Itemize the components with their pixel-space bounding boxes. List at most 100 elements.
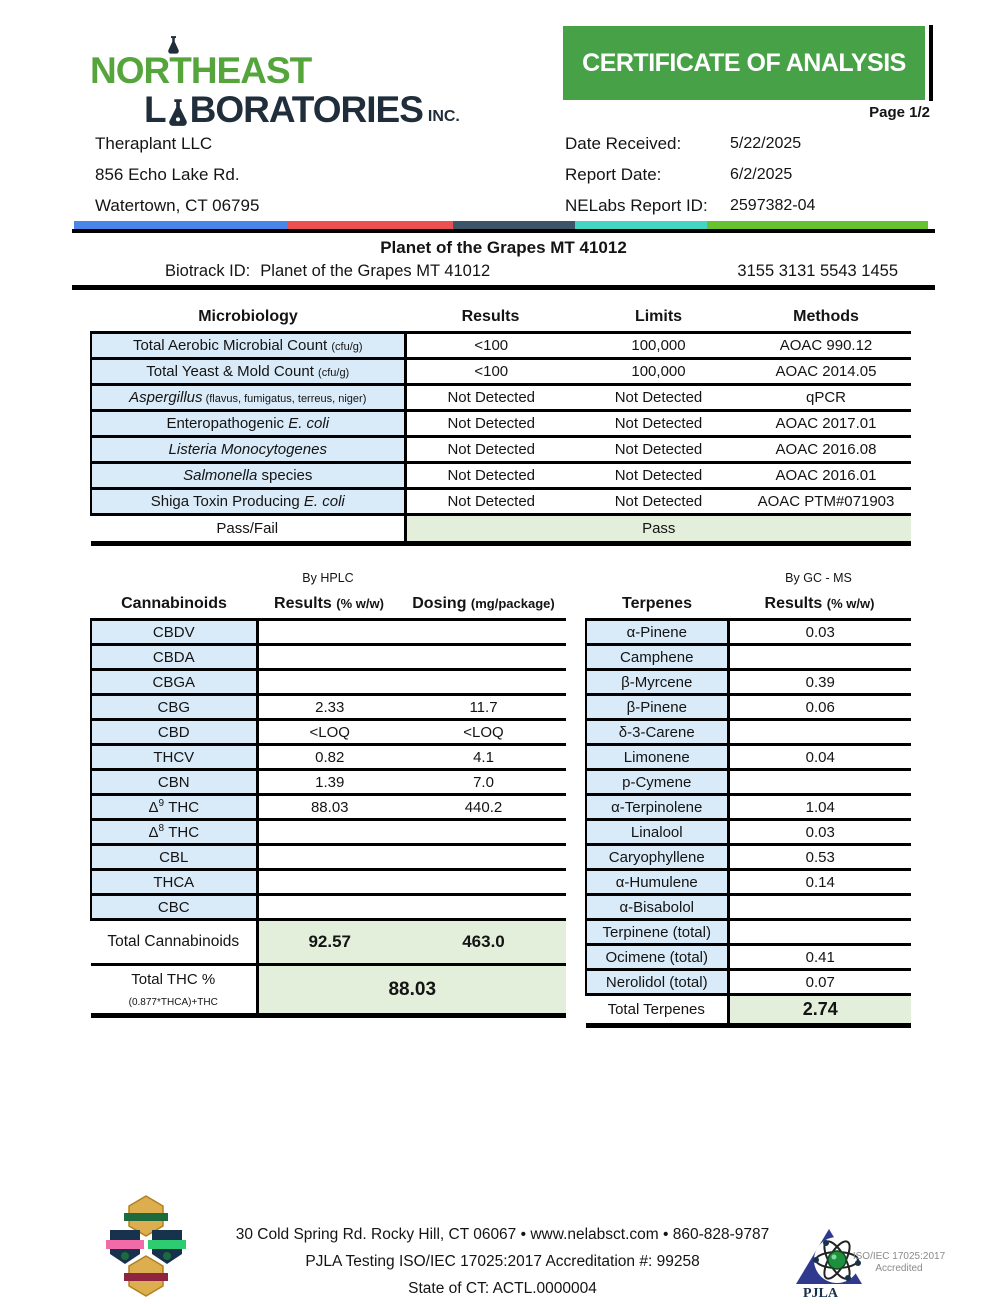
microbiology-row: Total Aerobic Microbial Count (cfu/g) <10… xyxy=(90,332,911,360)
report-date-label: Report Date: xyxy=(565,165,662,184)
method-value: qPCR xyxy=(741,384,911,412)
column-header: Dosing (mg/package) xyxy=(401,593,566,621)
dosing-value xyxy=(401,844,566,871)
microbiology-row: Salmonella species Not Detected Not Detect… xyxy=(90,462,911,490)
dosing-value xyxy=(401,869,566,896)
terpene-row: α-Humulene 0.14 xyxy=(585,869,911,896)
result-value: 1.04 xyxy=(728,794,911,821)
analyte-name: Listeria Monocytogenes xyxy=(90,436,407,464)
result-value: <LOQ xyxy=(257,719,401,746)
horizontal-rule-thick xyxy=(72,285,935,290)
bar-segment-red xyxy=(288,221,453,229)
column-header: Results xyxy=(405,306,576,334)
result-value: 1.39 xyxy=(257,769,401,796)
client-address-block: Theraplant LLC 856 Echo Lake Rd. Waterto… xyxy=(95,128,259,221)
method-value: AOAC 990.12 xyxy=(741,332,911,360)
dosing-value: 7.0 xyxy=(401,769,566,796)
terpene-row: α-Bisabolol xyxy=(585,894,911,921)
result-value: Not Detected xyxy=(405,384,576,412)
dosing-value xyxy=(401,894,566,921)
result-value: 0.07 xyxy=(728,969,911,996)
biotrack-label: Biotrack ID: xyxy=(165,262,251,280)
terpene-name: α-Terpinolene xyxy=(585,794,730,821)
bar-segment-green xyxy=(707,221,928,229)
footer-state-line: State of CT: ACTL.0000004 xyxy=(408,1280,597,1297)
cannabinoid-name: CBN xyxy=(90,769,259,796)
dosing-value xyxy=(401,669,566,696)
limit-value: 100,000 xyxy=(576,358,741,386)
result-value: 0.39 xyxy=(728,669,911,696)
date-received-label: Date Received: xyxy=(565,134,682,153)
footer-accreditation-line: PJLA Testing ISO/IEC 17025:2017 Accredit… xyxy=(305,1253,700,1270)
total-thc-row: Total THC % (0.877*THCA)+THC 88.03 xyxy=(91,964,566,1018)
passfail-value: Pass xyxy=(405,514,911,546)
cannabinoid-name: CBD xyxy=(90,719,259,746)
result-value xyxy=(257,869,401,896)
limit-value: Not Detected xyxy=(576,384,741,412)
terpene-name: α-Bisabolol xyxy=(585,894,730,921)
dosing-value: 11.7 xyxy=(401,694,566,721)
column-header: Terpenes xyxy=(586,593,728,621)
result-value: 0.53 xyxy=(728,844,911,871)
dosing-value: 440.2 xyxy=(401,794,566,821)
terpene-row: Nerolidol (total) 0.07 xyxy=(585,969,911,996)
result-value: 0.41 xyxy=(728,944,911,971)
microbiology-header-row: Microbiology Results Limits Methods xyxy=(91,306,911,334)
terpene-row: Linalool 0.03 xyxy=(585,819,911,846)
passfail-label: Pass/Fail xyxy=(91,514,407,546)
bar-segment-teal xyxy=(575,221,707,229)
cannabinoid-name: CBG xyxy=(90,694,259,721)
cannabinoid-row: CBDA xyxy=(90,644,566,671)
report-id-label: NELabs Report ID: xyxy=(565,196,708,215)
horizontal-rule xyxy=(72,229,935,233)
microbiology-row: Listeria Monocytogenes Not Detected Not De… xyxy=(90,436,911,464)
column-header: Limits xyxy=(576,306,741,334)
column-header: Results (% w/w) xyxy=(728,593,911,621)
terpene-row: β-Pinene 0.06 xyxy=(585,694,911,721)
terpene-name: β-Pinene xyxy=(585,694,730,721)
cannabinoid-row: CBL xyxy=(90,844,566,871)
cannabinoid-name: Δ8 THC xyxy=(90,819,259,846)
cannabinoid-row: Δ8 THC xyxy=(90,819,566,846)
report-id-value: 2597382-04 xyxy=(730,197,816,214)
dosing-value xyxy=(401,819,566,846)
gcms-method-note: By GC - MS xyxy=(785,571,852,585)
total-terpenes-value: 2.74 xyxy=(728,994,911,1028)
result-value: 0.04 xyxy=(728,744,911,771)
color-bar xyxy=(74,221,928,229)
sample-title: Planet of the Grapes MT 41012 xyxy=(380,238,627,257)
terpene-name: Ocimene (total) xyxy=(585,944,730,971)
result-value: 2.33 xyxy=(257,694,401,721)
cannabinoid-row: CBN 1.39 7.0 xyxy=(90,769,566,796)
terpene-name: Caryophyllene xyxy=(585,844,730,871)
dosing-value xyxy=(401,619,566,646)
microbiology-row: Shiga Toxin Producing E. coli Not Detecte… xyxy=(90,488,911,516)
cannabinoid-row: THCA xyxy=(90,869,566,896)
cannabinoid-row: CBG 2.33 11.7 xyxy=(90,694,566,721)
total-thc-label: Total THC % (0.877*THCA)+THC xyxy=(91,964,259,1018)
column-header: Microbiology xyxy=(91,306,405,334)
result-value xyxy=(257,669,401,696)
dosing-value: 4.1 xyxy=(401,744,566,771)
date-received-value: 5/22/2025 xyxy=(730,135,802,152)
cannabinoid-row: CBD <LOQ <LOQ xyxy=(90,719,566,746)
result-value: <100 xyxy=(405,332,576,360)
dosing-value: <LOQ xyxy=(401,719,566,746)
pjla-logo-icon: PJLA xyxy=(796,1229,862,1300)
terpenes-table: Terpenes Results (% w/w) α-Pinene 0.03 Camp… xyxy=(585,593,911,1028)
analyte-name: Total Yeast & Mold Count (cfu/g) xyxy=(90,358,407,386)
column-header: Methods xyxy=(741,306,911,334)
terpene-row: Caryophyllene 0.53 xyxy=(585,844,911,871)
cannabinoid-name: CBDV xyxy=(90,619,259,646)
client-name: Theraplant LLC xyxy=(95,134,213,153)
terpene-name: β-Myrcene xyxy=(585,669,730,696)
analyte-name: Aspergillus (flavus, fumigatus, terreus,… xyxy=(90,384,407,412)
client-address-line2: Watertown, CT 06795 xyxy=(95,196,260,215)
terpene-row: β-Myrcene 0.39 xyxy=(585,669,911,696)
cannabinoid-row: CBDV xyxy=(90,619,566,646)
terpene-name: α-Pinene xyxy=(585,619,730,646)
cannabinoid-row: Δ9 THC 88.03 440.2 xyxy=(90,794,566,821)
terpene-name: δ-3-Carene xyxy=(585,719,730,746)
result-value: Not Detected xyxy=(405,488,576,516)
method-value: AOAC PTM#071903 xyxy=(741,488,911,516)
